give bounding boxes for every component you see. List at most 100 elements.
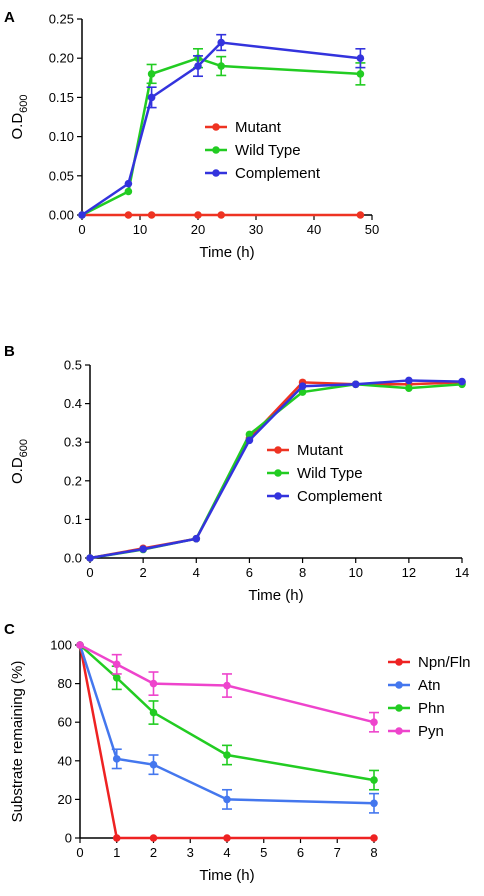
data-point (223, 681, 231, 690)
data-point (124, 187, 133, 196)
data-point (245, 430, 254, 439)
x-tick-label: 4 (223, 845, 230, 860)
data-point (124, 179, 133, 188)
data-point (194, 62, 202, 70)
data-point (298, 388, 307, 396)
data-point (405, 384, 413, 392)
data-point (458, 377, 466, 386)
x-tick-label: 10 (348, 565, 362, 580)
x-tick-label: 30 (249, 222, 263, 237)
y-tick-label: 0.25 (49, 12, 74, 27)
chart-panel-a: A 0 10 20 30 40 50 0.00 0.05 0.10 0.15 0.20 0.25 Time… (4, 9, 379, 261)
data-point (124, 211, 133, 219)
data-point (78, 211, 86, 219)
y-tick-label: 0 (65, 831, 72, 846)
series-line (81, 56, 361, 217)
series-line (81, 41, 361, 217)
y-axis-title: Substrate remaining (%) (9, 661, 26, 823)
y-tick-label: 100 (50, 638, 72, 653)
x-tick-label: 5 (260, 845, 267, 860)
data-point (112, 660, 121, 669)
legend-label: Complement (235, 165, 321, 182)
data-point (149, 679, 158, 688)
legend-label: Pyn (418, 723, 444, 740)
legend-label: Mutant (235, 119, 282, 136)
x-tick-label: 40 (307, 222, 321, 237)
x-axis-title: Time (h) (248, 587, 303, 604)
legend-swatch-marker (395, 658, 403, 666)
x-axis-title: Time (h) (199, 867, 254, 884)
data-point (217, 38, 225, 47)
series-mutant (78, 211, 365, 219)
y-axis-title: O.D600 (9, 94, 30, 139)
x-tick-label: 0 (86, 565, 93, 580)
data-point (370, 776, 378, 784)
data-point (298, 382, 307, 391)
data-point (356, 211, 365, 219)
x-axis-title: Time (h) (199, 244, 254, 261)
y-tick-label: 0.10 (49, 129, 74, 144)
legend-swatch-marker (395, 681, 403, 689)
series-pyn (76, 641, 379, 733)
data-point (370, 718, 378, 726)
data-point (356, 54, 365, 62)
data-point (223, 834, 231, 842)
y-tick-label: 0.05 (49, 168, 74, 183)
legend-swatch-marker (212, 123, 220, 131)
data-point (356, 70, 365, 78)
y-axis-title: O.D600 (9, 439, 30, 484)
data-point (112, 834, 121, 842)
chart-panel-b: B 0 2 4 6 8 10 12 14 0.0 0.1 0.2 0.3 0.4 0.5 Time (h) O.… (4, 343, 469, 604)
y-tick-label: 0.20 (49, 51, 74, 66)
series-complement (78, 33, 366, 219)
legend-label: Npn/Fln (418, 654, 471, 671)
data-point (139, 545, 147, 553)
data-point (112, 674, 121, 682)
x-tick-label: 12 (402, 565, 416, 580)
data-point (76, 641, 84, 649)
data-point (351, 380, 360, 389)
y-tick-label: 60 (58, 715, 72, 730)
data-point (149, 834, 158, 842)
x-tick-label: 2 (150, 845, 157, 860)
x-tick-label: 6 (297, 845, 304, 860)
legend-swatch-marker (274, 446, 282, 454)
data-point (223, 795, 231, 804)
y-tick-label: 0.0 (64, 551, 82, 566)
data-point (223, 751, 231, 759)
x-tick-label: 8 (299, 565, 306, 580)
data-point (86, 554, 94, 562)
data-point (147, 93, 156, 102)
series-wild-type (78, 47, 366, 219)
data-point (147, 211, 156, 219)
x-tick-label: 6 (246, 565, 253, 580)
x-tick-label: 7 (334, 845, 341, 860)
y-tick-label: 0.15 (49, 90, 74, 105)
data-point (370, 799, 378, 808)
y-tick-label: 0.4 (64, 396, 82, 411)
data-point (112, 755, 121, 763)
x-tick-label: 1 (113, 845, 120, 860)
panel-label: B (4, 343, 15, 360)
data-point (149, 708, 158, 717)
x-tick-label: 4 (193, 565, 200, 580)
panel-label: C (4, 621, 15, 638)
x-tick-label: 0 (78, 222, 85, 237)
legend-label: Wild Type (297, 465, 363, 482)
series-atn (76, 641, 379, 814)
x-tick-label: 3 (187, 845, 194, 860)
y-tick-label: 40 (58, 753, 72, 768)
x-tick-label: 0 (76, 845, 83, 860)
data-point (149, 760, 158, 769)
data-point (370, 834, 378, 842)
data-point (192, 534, 201, 543)
series-line (89, 379, 463, 560)
x-tick-label: 50 (365, 222, 379, 237)
legend-swatch-marker (395, 704, 403, 712)
legend-swatch-marker (395, 727, 403, 735)
data-point (194, 211, 202, 219)
legend-label: Atn (418, 677, 441, 694)
y-tick-label: 80 (58, 676, 72, 691)
